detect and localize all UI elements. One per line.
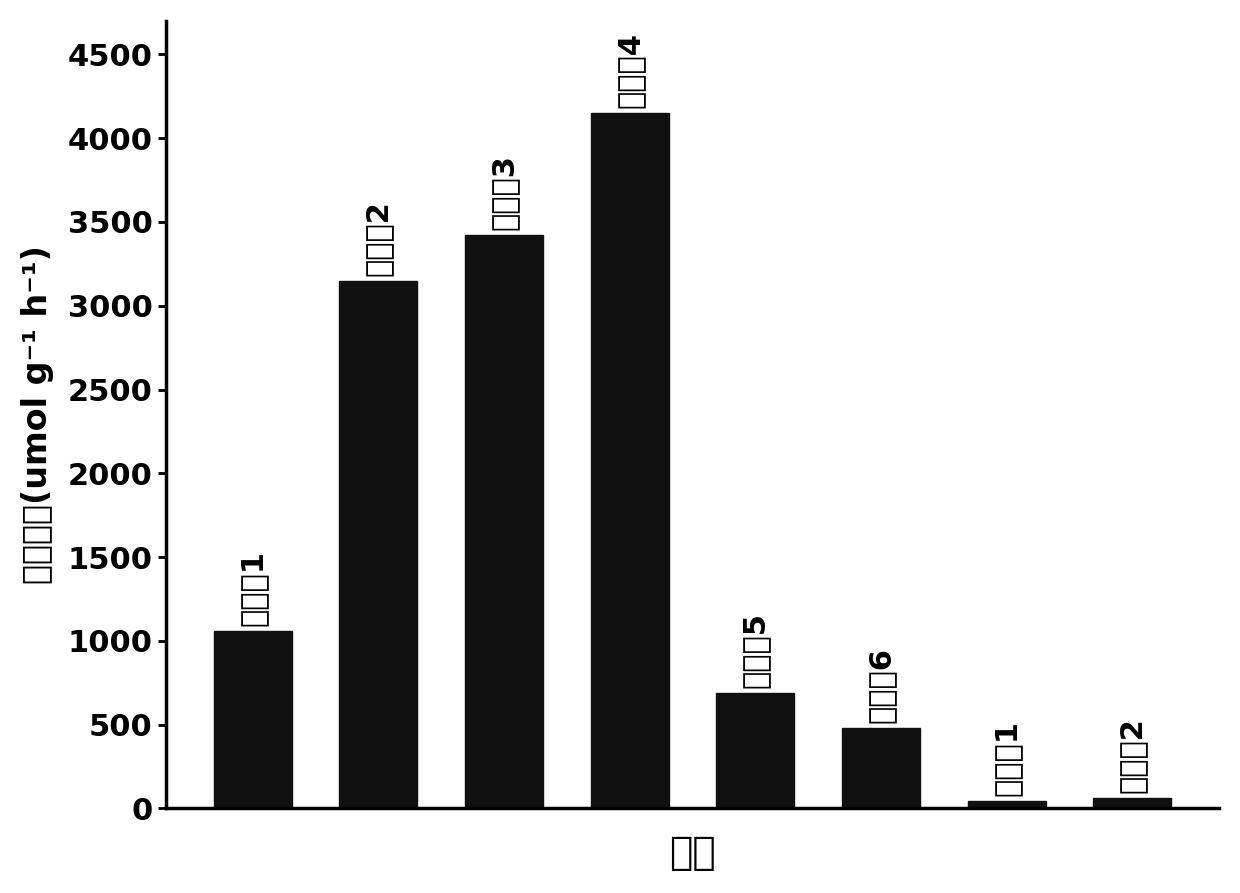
Text: 实施奣4: 实施奣4 xyxy=(615,32,645,108)
Text: 对比奣1: 对比奣1 xyxy=(992,720,1022,796)
Bar xyxy=(842,728,920,808)
Y-axis label: 产氢速率(umol g⁻¹ h⁻¹): 产氢速率(umol g⁻¹ h⁻¹) xyxy=(21,246,53,584)
Text: 实施奣6: 实施奣6 xyxy=(867,647,895,723)
Bar xyxy=(1094,798,1172,808)
Text: 实施奣2: 实施奣2 xyxy=(363,200,393,276)
Text: 实施奣1: 实施奣1 xyxy=(238,550,268,626)
Text: 实施奣5: 实施奣5 xyxy=(740,612,770,688)
X-axis label: 分组: 分组 xyxy=(670,834,715,872)
Bar xyxy=(590,113,668,808)
Text: 对比奣2: 对比奣2 xyxy=(1117,717,1147,793)
Text: 实施奣3: 实施奣3 xyxy=(490,154,518,230)
Bar xyxy=(213,630,291,808)
Bar xyxy=(340,280,418,808)
Bar xyxy=(717,693,795,808)
Bar xyxy=(465,236,543,808)
Bar xyxy=(967,801,1045,808)
